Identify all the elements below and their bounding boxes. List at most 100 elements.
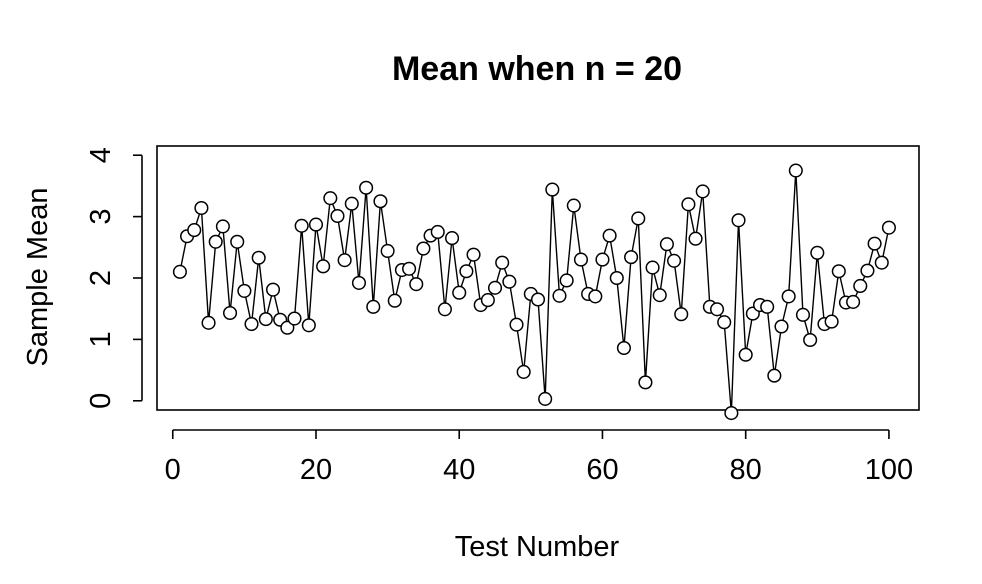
data-point (645, 260, 660, 275)
data-point (230, 234, 245, 249)
y-tick-label: 0 (85, 393, 117, 409)
data-point (867, 236, 882, 251)
data-point (516, 364, 531, 379)
data-point (301, 318, 316, 333)
data-point (452, 285, 467, 300)
data-point (803, 332, 818, 348)
data-point (316, 259, 331, 274)
data-point (344, 196, 359, 211)
data-point (824, 314, 839, 329)
data-point (767, 368, 782, 383)
data-point (208, 234, 223, 249)
data-point (373, 194, 388, 209)
data-point (566, 198, 581, 213)
data-point (588, 289, 603, 304)
data-point (287, 311, 302, 326)
data-point (308, 217, 324, 232)
x-axis-label: Test Number (455, 531, 620, 563)
data-point (509, 317, 524, 332)
data-point (359, 180, 374, 195)
x-tick-label: 100 (865, 454, 913, 486)
x-tick-label: 80 (730, 454, 762, 486)
data-point (874, 255, 889, 270)
data-point (717, 315, 732, 330)
data-point (487, 280, 503, 295)
data-point (788, 163, 803, 178)
data-point (402, 261, 417, 276)
data-point (172, 264, 187, 279)
data-point (222, 305, 238, 321)
x-tick-label: 0 (165, 454, 181, 486)
data-series (172, 163, 896, 421)
data-point (860, 263, 875, 278)
data-point (881, 220, 896, 235)
data-point (695, 184, 710, 199)
data-point (638, 375, 653, 390)
data-point (351, 275, 367, 290)
y-axis-label: Sample Mean (22, 188, 54, 367)
data-point (194, 200, 209, 216)
data-point (430, 224, 445, 240)
data-point (215, 219, 230, 234)
data-point (445, 231, 460, 246)
data-point (846, 294, 861, 309)
data-point (602, 228, 617, 243)
data-point (280, 320, 295, 335)
data-point (731, 213, 746, 228)
data-point (187, 223, 202, 238)
data-point (366, 299, 381, 314)
data-point (652, 288, 667, 303)
data-point (559, 273, 574, 288)
plot-frame (156, 145, 920, 411)
data-point (831, 264, 846, 279)
data-point (810, 245, 825, 260)
data-point (258, 312, 273, 327)
y-tick-label: 1 (85, 331, 117, 347)
data-point (853, 278, 868, 294)
data-point (538, 391, 553, 406)
data-point (409, 277, 424, 292)
x-tick-label: 20 (300, 454, 332, 486)
data-point (631, 211, 646, 226)
data-point (595, 252, 610, 267)
data-point (237, 283, 252, 298)
data-point (667, 253, 682, 268)
data-point (659, 237, 674, 252)
data-point (681, 197, 696, 212)
data-point (738, 347, 753, 362)
data-point (624, 250, 639, 265)
y-tick-label: 3 (85, 209, 117, 225)
data-point (709, 302, 725, 317)
data-point (545, 182, 560, 197)
data-point (201, 315, 216, 330)
data-point (688, 231, 703, 246)
data-point (244, 316, 259, 332)
data-point (530, 292, 546, 307)
data-point (330, 208, 345, 224)
axes: 0 20 40 60 80 100 0 1 2 3 4 (85, 147, 913, 486)
data-point (495, 255, 510, 270)
data-point (251, 250, 266, 265)
data-point (294, 218, 309, 233)
data-point (380, 243, 395, 259)
data-point (265, 282, 281, 297)
data-point (466, 247, 481, 262)
data-point (480, 293, 495, 308)
x-tick-label: 40 (443, 454, 475, 486)
y-tick-label: 2 (85, 270, 117, 286)
y-tick-label: 4 (85, 147, 117, 163)
data-point (502, 274, 517, 289)
data-point (437, 302, 452, 317)
data-point (573, 252, 589, 267)
data-point (552, 288, 567, 303)
data-point (760, 299, 775, 314)
data-point (416, 241, 431, 256)
data-point (337, 253, 352, 268)
x-tick-label: 60 (586, 454, 618, 486)
data-point (724, 406, 739, 421)
chart-title: Mean when n = 20 (392, 50, 682, 88)
data-point (795, 307, 811, 322)
data-point (387, 293, 402, 308)
data-point (459, 264, 474, 279)
